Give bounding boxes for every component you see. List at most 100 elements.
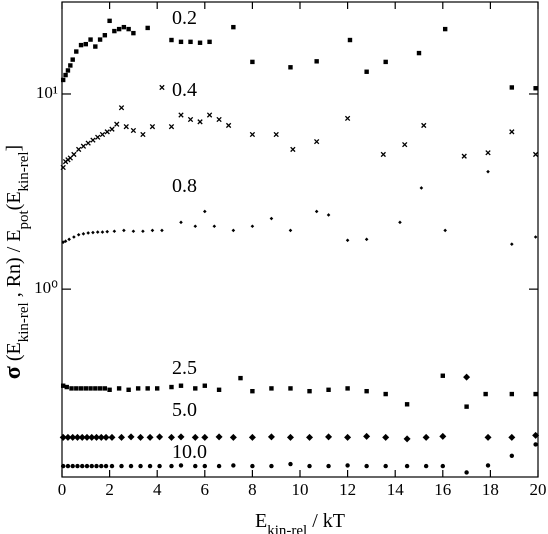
point [193, 224, 198, 229]
point [81, 232, 86, 236]
point [288, 228, 293, 233]
point [248, 433, 256, 441]
point [212, 224, 217, 229]
point [423, 463, 429, 469]
point [345, 238, 350, 243]
point [206, 112, 213, 118]
point [88, 433, 96, 441]
point [60, 463, 66, 469]
point [160, 228, 164, 233]
point [216, 387, 222, 392]
point [306, 433, 314, 441]
point [533, 86, 538, 91]
point [509, 391, 515, 397]
point [197, 119, 203, 125]
point [201, 433, 209, 441]
point [168, 124, 175, 130]
point [485, 463, 491, 468]
point [112, 229, 117, 234]
point [421, 122, 427, 129]
point [422, 433, 430, 441]
point [118, 433, 125, 441]
point [95, 230, 100, 234]
point [102, 33, 108, 38]
point [533, 391, 538, 397]
point [238, 375, 243, 381]
point [404, 402, 410, 407]
y-label-part: kin-rel [16, 151, 32, 191]
point [326, 463, 331, 469]
point [383, 59, 388, 65]
x-tick-label: 18 [482, 480, 499, 499]
point [169, 384, 174, 390]
point [119, 463, 124, 469]
point [404, 463, 410, 469]
point [167, 433, 175, 441]
point [78, 386, 84, 391]
y-label-part: (E [3, 191, 25, 210]
point [107, 18, 112, 24]
x-tick-label: 10 [292, 480, 309, 499]
point [231, 463, 236, 468]
point [193, 386, 198, 391]
x-tick-label: 2 [105, 480, 114, 499]
point [116, 26, 122, 32]
point [78, 433, 86, 441]
x-tick-label: 6 [201, 480, 210, 499]
series-label: 0.4 [172, 79, 197, 101]
point [273, 131, 279, 138]
x-tick-label: 14 [387, 480, 405, 499]
point [177, 433, 185, 441]
point [141, 229, 145, 234]
point [250, 59, 255, 65]
point [70, 463, 75, 469]
x-label-part: kin-rel [267, 523, 307, 534]
point [344, 433, 352, 441]
point [135, 386, 141, 391]
y-tick-label: 10¹ [36, 83, 58, 102]
point [99, 463, 104, 469]
point [202, 383, 207, 388]
point [93, 433, 101, 441]
y-label-part: kin-rel [16, 302, 32, 342]
point [288, 386, 293, 391]
x-tick-label: 12 [339, 480, 356, 499]
point [461, 153, 467, 159]
point [347, 37, 353, 43]
series-label: 5.0 [172, 399, 197, 421]
point [345, 386, 350, 391]
point [107, 387, 112, 392]
point [169, 37, 174, 43]
point [169, 463, 174, 469]
point [314, 138, 320, 145]
point [68, 63, 73, 68]
point [118, 105, 125, 111]
point [149, 124, 156, 130]
x-axis-label: Ekin-rel / kT [255, 510, 345, 534]
point [509, 129, 515, 135]
point [71, 151, 77, 158]
point [486, 169, 490, 174]
point [97, 386, 103, 391]
point [93, 386, 98, 391]
point [65, 68, 71, 73]
point [483, 391, 488, 397]
point [382, 433, 390, 441]
x-tick-label: 16 [434, 480, 451, 499]
point [76, 232, 81, 237]
point [157, 463, 162, 469]
point [102, 386, 108, 391]
point [216, 116, 222, 123]
point [485, 150, 491, 156]
point [197, 40, 203, 45]
point [178, 463, 184, 468]
point [231, 228, 236, 233]
point [105, 229, 110, 234]
point [440, 373, 445, 378]
point [93, 44, 98, 49]
point [314, 209, 319, 214]
point [91, 230, 95, 235]
point [533, 235, 538, 239]
point [80, 143, 87, 149]
